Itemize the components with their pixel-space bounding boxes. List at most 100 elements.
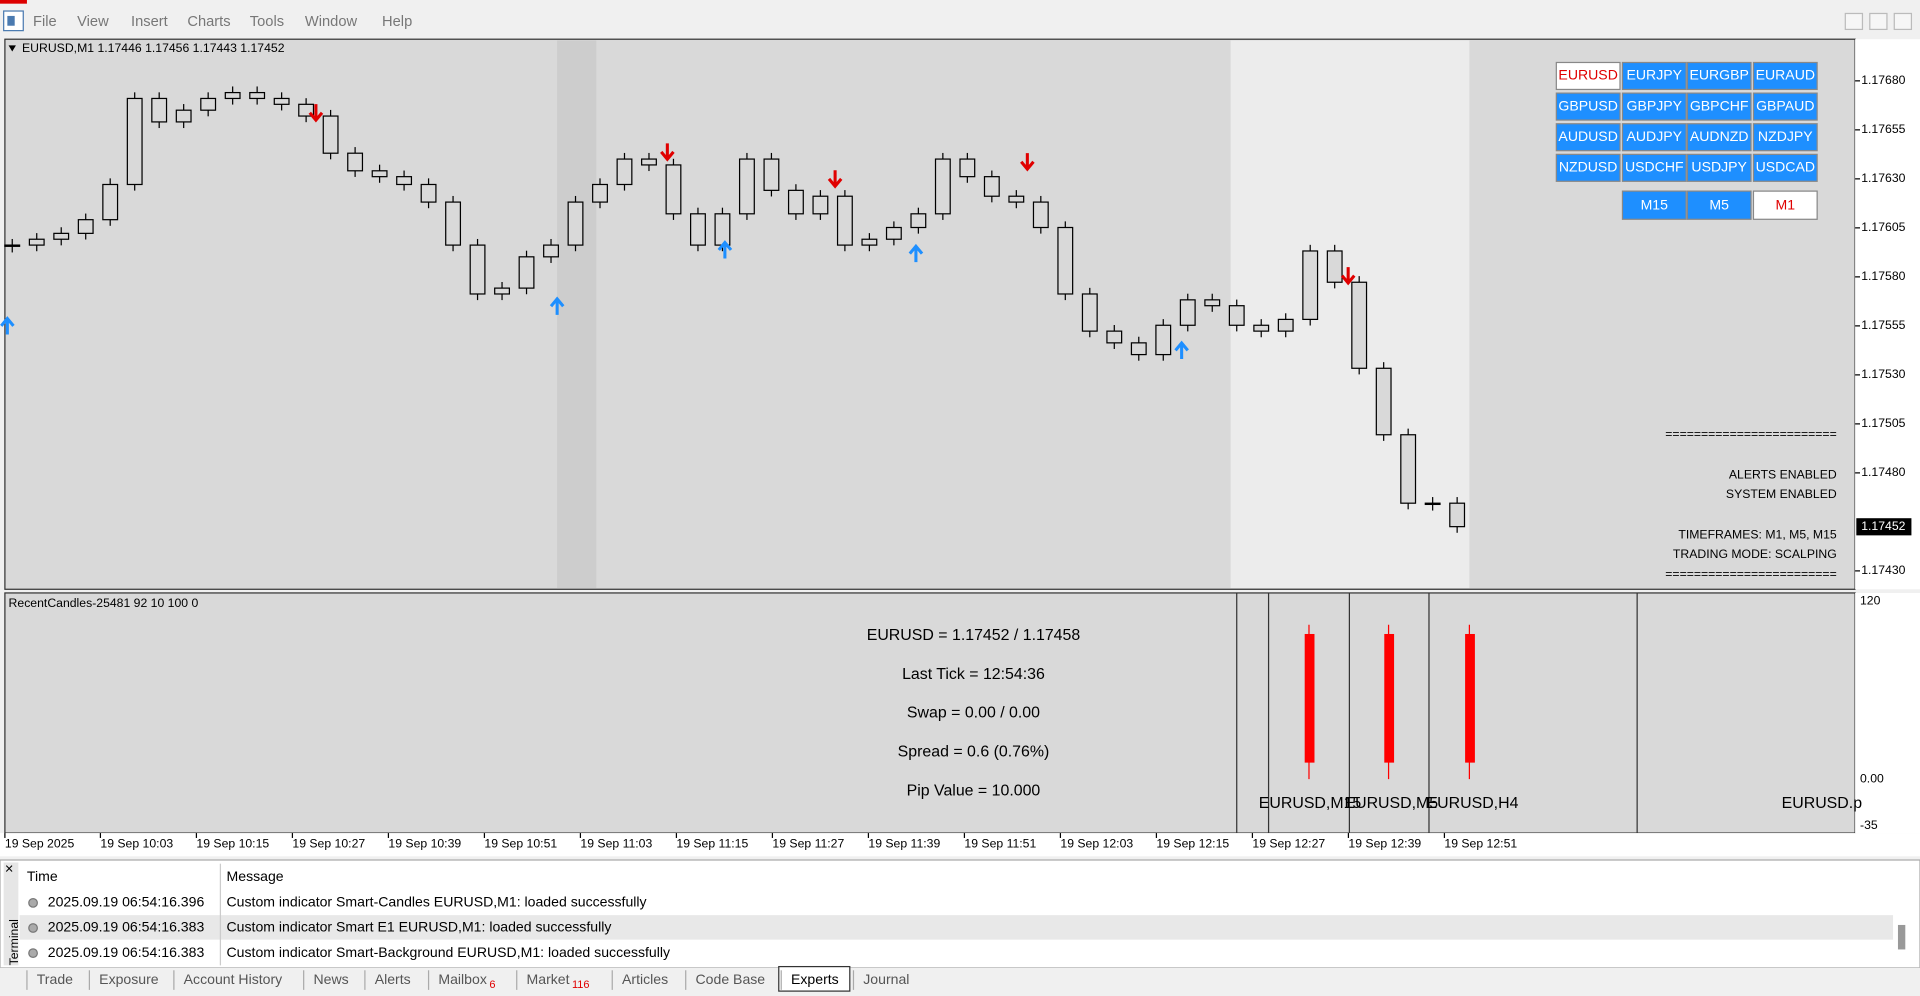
tab[interactable]: News xyxy=(313,971,348,987)
row-icon xyxy=(28,948,38,959)
timeframe-button[interactable] xyxy=(1752,190,1818,220)
restore-button[interactable] xyxy=(1869,12,1888,31)
symbol-button-label[interactable]: EURGBP xyxy=(1689,67,1748,83)
menu-item[interactable]: Tools xyxy=(250,14,284,30)
session-highlight xyxy=(1230,40,1470,589)
chart-dropdown[interactable] xyxy=(8,45,16,52)
symbol-button-label[interactable]: EURUSD xyxy=(1558,67,1617,83)
tab[interactable]: Code Base xyxy=(696,971,766,987)
candle xyxy=(861,238,878,246)
tab[interactable]: Exposure xyxy=(99,971,159,987)
symbol-button-label[interactable]: EURAUD xyxy=(1756,67,1815,83)
symbol-button[interactable] xyxy=(1621,153,1687,182)
symbol-button-label[interactable]: AUDUSD xyxy=(1558,128,1617,144)
symbol-button[interactable] xyxy=(1621,123,1687,152)
candle xyxy=(4,244,21,247)
symbol-button[interactable] xyxy=(1555,123,1621,152)
candle-label: EURUSD,H4 xyxy=(1427,795,1519,812)
menu-item[interactable]: Window xyxy=(305,14,358,30)
tab[interactable]: Trade xyxy=(37,971,73,987)
symbol-button[interactable] xyxy=(1555,153,1621,182)
log-message: Custom indicator Smart-Background EURUSD… xyxy=(227,944,671,960)
indicator-dividers xyxy=(1236,592,1638,834)
buy-arrow xyxy=(1174,340,1189,359)
symbol-button-label[interactable]: EURJPY xyxy=(1627,67,1683,83)
symbol-button[interactable] xyxy=(1555,61,1621,91)
symbol-button[interactable] xyxy=(1752,123,1818,152)
timeframe-button-label[interactable]: M15 xyxy=(1641,197,1669,213)
symbol-button-label[interactable]: USDJPY xyxy=(1691,159,1747,175)
minimize-button[interactable] xyxy=(1844,12,1864,31)
menu-item[interactable]: Charts xyxy=(187,14,230,30)
candle xyxy=(494,287,510,295)
info-line: EURUSD = 1.17452 / 1.17458 xyxy=(867,627,1081,644)
symbol-button[interactable] xyxy=(1621,61,1687,91)
menu-item[interactable]: Insert xyxy=(131,14,168,30)
menu-item[interactable]: File xyxy=(33,14,57,30)
price-label: 1.17655 xyxy=(1861,122,1905,136)
tab[interactable]: Mailbox xyxy=(438,971,487,987)
timeframe-button[interactable] xyxy=(1686,190,1752,220)
candle-body xyxy=(1384,633,1395,763)
symbol-button-label[interactable]: AUDJPY xyxy=(1627,128,1683,144)
buy-arrow xyxy=(908,243,924,263)
close-button[interactable] xyxy=(1893,12,1913,31)
symbol-button[interactable] xyxy=(1752,153,1818,182)
tab[interactable]: Experts xyxy=(791,971,839,987)
indicator-name: RecentCandles-25481 92 10 100 0 xyxy=(9,596,199,610)
symbol-button-label[interactable]: GBPUSD xyxy=(1558,97,1617,113)
symbol-button-label[interactable]: NZDUSD xyxy=(1559,159,1618,175)
symbol-button[interactable] xyxy=(1752,92,1818,121)
symbol-button-label[interactable]: USDCHF xyxy=(1625,159,1684,175)
tab[interactable]: Account History xyxy=(184,971,284,987)
symbol-button[interactable] xyxy=(1686,123,1752,152)
status-line: SYSTEM ENABLED xyxy=(1726,487,1837,501)
active-tab[interactable] xyxy=(778,965,851,992)
time-label: 19 Sep 10:39 xyxy=(388,836,461,850)
indicator-axis xyxy=(1855,592,1920,834)
candle xyxy=(1057,226,1074,295)
symbol-button-label[interactable]: NZDJPY xyxy=(1758,128,1813,144)
row-icon xyxy=(28,897,38,908)
time-label: 19 Sep 12:39 xyxy=(1348,836,1421,850)
symbol-button-label[interactable]: USDCAD xyxy=(1756,159,1815,175)
timeframe-button-label[interactable]: M5 xyxy=(1709,197,1729,213)
symbol-button-label[interactable]: GBPAUD xyxy=(1756,97,1814,113)
symbol-button-label[interactable]: AUDNZD xyxy=(1690,128,1749,144)
symbol-button-label[interactable]: GBPCHF xyxy=(1690,97,1749,113)
symbol-button[interactable] xyxy=(1686,92,1752,121)
symbol-button-label[interactable]: GBPJPY xyxy=(1627,97,1683,113)
symbol-button[interactable] xyxy=(1752,61,1818,91)
time-label: 19 Sep 10:51 xyxy=(484,836,557,850)
candle xyxy=(983,176,1000,197)
menu-item[interactable]: Help xyxy=(382,14,412,30)
candle xyxy=(1081,293,1098,332)
chart-area xyxy=(4,38,1856,590)
symbol-button[interactable] xyxy=(1686,61,1752,91)
tab-badge: 6 xyxy=(489,979,495,991)
tab[interactable]: Journal xyxy=(863,971,909,987)
symbol-button[interactable] xyxy=(1621,92,1687,121)
candle-label: EURUSD,M5 xyxy=(1344,795,1438,812)
sell-arrow xyxy=(1020,153,1035,172)
candle xyxy=(592,183,608,203)
tab[interactable]: Market xyxy=(527,971,570,987)
menu-item[interactable]: View xyxy=(77,14,109,30)
candle xyxy=(1375,367,1392,436)
timeframe-button[interactable] xyxy=(1621,190,1687,220)
tab[interactable]: Alerts xyxy=(375,971,411,987)
sell-arrow xyxy=(660,143,675,162)
time-label: 19 Sep 11:15 xyxy=(676,836,748,850)
tab[interactable]: Articles xyxy=(622,971,668,987)
symbol-button[interactable] xyxy=(1555,92,1621,121)
timeframe-button-label[interactable]: M1 xyxy=(1776,197,1796,213)
price-label: 1.17630 xyxy=(1861,171,1905,185)
terminal-close[interactable]: × xyxy=(5,862,14,878)
symbol-button[interactable] xyxy=(1686,153,1752,182)
candle xyxy=(1155,324,1172,356)
app-icon-glyph xyxy=(7,15,15,26)
candle xyxy=(690,213,706,246)
candle xyxy=(934,158,951,215)
sell-arrow xyxy=(1340,267,1356,286)
terminal-label: Terminal xyxy=(7,919,21,965)
